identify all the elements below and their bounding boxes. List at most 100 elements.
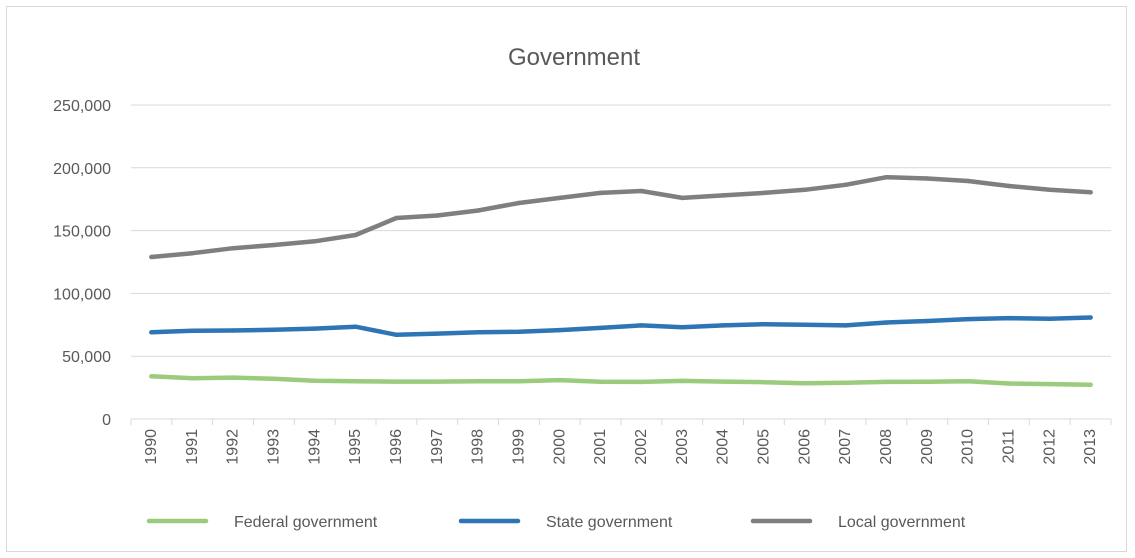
- data-point: [353, 324, 358, 329]
- y-tick-label: 250,000: [53, 98, 111, 115]
- data-point: [516, 379, 522, 384]
- data-point: [680, 325, 685, 330]
- y-tick-label: 150,000: [53, 224, 111, 241]
- data-point: [394, 332, 399, 338]
- data-point: [843, 323, 848, 328]
- data-point: [884, 320, 889, 325]
- x-tick-label: 2002: [633, 429, 650, 465]
- data-point: [190, 251, 195, 256]
- data-point: [353, 379, 358, 384]
- series-line: [149, 174, 1093, 260]
- series-line: [149, 315, 1093, 338]
- chart-title: Government: [508, 44, 640, 71]
- x-tick-label: 2007: [837, 429, 854, 465]
- x-tick-label: 1990: [143, 429, 160, 465]
- legend-label: Local government: [838, 514, 966, 531]
- gridlines: [131, 104, 1111, 420]
- x-tick-label: 1999: [510, 429, 527, 465]
- data-point: [271, 327, 277, 333]
- x-tick-label: 2011: [1000, 429, 1017, 464]
- data-point: [843, 182, 848, 187]
- data-point: [1006, 315, 1012, 321]
- data-point: [435, 331, 440, 336]
- data-point: [353, 232, 358, 238]
- x-tick-label: 2001: [592, 429, 609, 465]
- data-point: [312, 239, 317, 244]
- data-point: [516, 329, 522, 334]
- x-tick-label: 2004: [715, 429, 732, 465]
- data-point: [435, 213, 440, 218]
- data-point: [761, 379, 767, 385]
- series-line: [149, 374, 1093, 388]
- data-point: [1047, 316, 1052, 321]
- data-point: [190, 328, 195, 334]
- y-axis: 0 50,000 100,000 150,000 200,000 250,000: [53, 98, 111, 429]
- x-tick-label: 2000: [551, 429, 568, 465]
- data-point: [149, 254, 154, 260]
- data-point: [802, 381, 807, 386]
- data-point: [230, 328, 236, 333]
- y-tick-label: 50,000: [62, 349, 111, 366]
- legend: Federal government State government Local …: [146, 514, 966, 531]
- data-point: [312, 326, 317, 331]
- data-point: [884, 379, 889, 385]
- data-point: [598, 325, 603, 331]
- data-point: [475, 330, 481, 335]
- data-point: [802, 187, 807, 192]
- data-point: [394, 379, 399, 384]
- data-point: [680, 195, 685, 201]
- data-point: [394, 215, 399, 221]
- data-point: [435, 379, 440, 384]
- data-point: [149, 330, 154, 335]
- data-point: [639, 323, 644, 328]
- y-tick-label: 0: [102, 412, 111, 429]
- y-tick-label: 100,000: [53, 286, 111, 303]
- data-point: [639, 379, 644, 385]
- data-point: [965, 178, 971, 184]
- x-axis: 1990 1991 1992 1993 1994 1995 1996 1997 1998 1999…: [130, 418, 1112, 465]
- data-point: [1047, 381, 1052, 387]
- series-lines: [149, 174, 1093, 388]
- x-tick-label: 1995: [347, 429, 364, 465]
- data-point: [190, 375, 195, 381]
- data-point: [761, 190, 767, 196]
- data-point: [312, 378, 317, 383]
- data-point: [965, 379, 971, 384]
- data-point: [271, 376, 277, 382]
- x-tick-label: 1992: [225, 429, 242, 465]
- data-point: [598, 379, 603, 384]
- line-chart: Government 0 50,000 100,000 150,000 200,000 2…: [53, 44, 1112, 531]
- legend-label: State government: [546, 514, 673, 531]
- x-tick-label: 1998: [470, 429, 487, 465]
- data-point: [1047, 187, 1052, 192]
- x-tick-label: 2005: [755, 429, 772, 465]
- x-tick-label: 2006: [796, 429, 813, 465]
- data-point: [965, 316, 971, 322]
- data-point: [557, 195, 562, 201]
- data-point: [720, 323, 726, 328]
- x-tick-label: 2012: [1041, 429, 1058, 465]
- data-point: [149, 374, 154, 379]
- x-tick-label: 1994: [306, 429, 323, 465]
- data-point: [1088, 190, 1093, 195]
- data-point: [761, 321, 767, 327]
- data-point: [802, 322, 807, 327]
- x-tick-label: 2010: [960, 429, 977, 465]
- data-point: [1006, 381, 1012, 386]
- y-tick-label: 200,000: [53, 161, 111, 178]
- data-point: [925, 379, 930, 384]
- data-point: [516, 200, 522, 206]
- data-point: [230, 245, 236, 251]
- data-point: [1006, 183, 1012, 189]
- data-point: [843, 380, 848, 386]
- data-point: [475, 208, 481, 213]
- data-point: [230, 375, 236, 380]
- x-tick-label: 2009: [919, 429, 936, 465]
- data-point: [639, 188, 644, 194]
- x-tick-label: 2008: [878, 429, 895, 465]
- data-point: [1088, 315, 1093, 320]
- data-point: [1088, 382, 1093, 388]
- legend-label: Federal government: [234, 514, 378, 531]
- data-point: [271, 242, 277, 248]
- data-point: [557, 327, 562, 333]
